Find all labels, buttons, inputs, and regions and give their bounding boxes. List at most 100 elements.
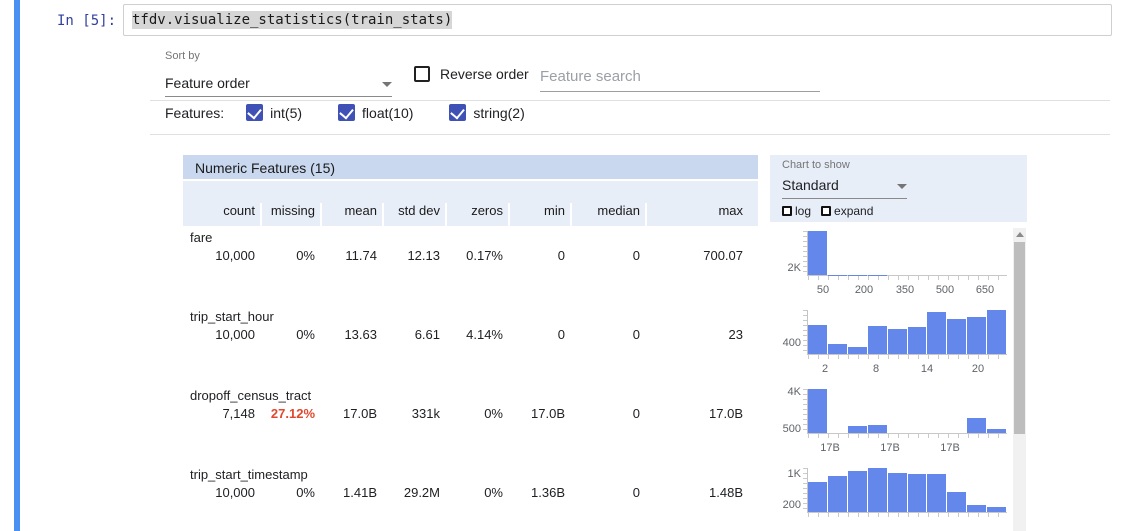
feature-name: trip_start_timestamp [190, 467, 308, 482]
stat-value: 0 [632, 248, 640, 263]
feature-type-checkbox[interactable]: string(2) [449, 104, 525, 121]
histogram-bar [867, 468, 887, 512]
feature-row: fare 10,000 0% 11.74 12.13 0.17% 0 0 700.07 [183, 226, 758, 305]
sort-by-select[interactable]: Feature order [165, 64, 392, 97]
stat-value: 0 [632, 406, 640, 421]
code-text-selected: tfdv.visualize_statistics(train_stats) [132, 11, 453, 29]
table-title: Numeric Features (15) [183, 155, 758, 181]
divider [150, 100, 1110, 101]
histogram-bars [808, 468, 1007, 512]
feature-values-row: 7,148 27.12% 17.0B 331k 0% 17.0B 0 17.0B [183, 406, 758, 421]
reverse-order-label: Reverse order [440, 66, 529, 82]
checkbox-checked-icon [338, 104, 356, 121]
stat-value: 700.07 [703, 248, 743, 263]
x-tick-label: 2 [821, 363, 829, 375]
code-cell-editor[interactable]: tfdv.visualize_statistics(train_stats) [123, 4, 1112, 36]
stat-value: 1.36B [531, 485, 565, 500]
reverse-order-checkbox[interactable]: Reverse order [414, 66, 529, 82]
feature-name: fare [190, 230, 213, 245]
stat-value: 331k [411, 406, 440, 421]
stat-value: 0 [557, 327, 565, 342]
x-tick-label: 500 [935, 284, 955, 296]
y-tick-label: 2K [787, 262, 801, 274]
feature-type-filter-row: Features: int(5) float(10) string(2) [165, 104, 561, 121]
column-header: mean [320, 203, 382, 226]
divider [150, 134, 1110, 135]
histogram-plot [803, 389, 1008, 438]
y-tick-label: 500 [782, 423, 801, 436]
histogram-bar [827, 476, 847, 512]
log-checkbox[interactable]: log [782, 204, 811, 218]
stat-value: 17.0B [531, 406, 565, 421]
feature-type-checkbox[interactable]: float(10) [338, 104, 413, 121]
histogram-bar [947, 319, 967, 354]
stat-value: 1.41B [343, 485, 377, 500]
histogram-bar [927, 473, 947, 512]
histogram-bar [827, 344, 847, 354]
selected-cell-indicator-bar [14, 0, 20, 531]
histogram-bar [987, 310, 1007, 354]
histogram-bar [847, 346, 867, 354]
chart-type-select[interactable]: Standard [782, 171, 907, 199]
histogram-plot [803, 310, 1008, 359]
feature-values-row: 10,000 0% 13.63 6.61 4.14% 0 0 23 [183, 327, 758, 342]
arrow-up-icon [1015, 232, 1024, 237]
stat-value: 13.63 [344, 327, 377, 342]
histogram-bar [887, 472, 907, 512]
chart-type-selected-value: Standard [782, 177, 839, 193]
histogram-bar [987, 429, 1007, 433]
feature-search-input[interactable] [540, 62, 820, 92]
histogram-trip_start_timestamp: 1K 200 [770, 465, 1010, 531]
histogram-bar [887, 329, 907, 354]
chart-to-show-label: Chart to show [782, 159, 850, 171]
scrollbar-thumb[interactable] [1014, 242, 1025, 434]
x-tick-label: 14 [920, 363, 934, 375]
x-tick-label: 17B [880, 442, 900, 454]
histogram-bar [867, 326, 887, 354]
histogram-fare: 2K 50 200 350 500 650 [770, 228, 1010, 307]
scroll-up-button[interactable] [1013, 228, 1026, 241]
histogram-bar [967, 316, 987, 354]
histogram-bar [847, 471, 867, 512]
stat-value: 0% [296, 327, 315, 342]
y-tick-label: 1K [787, 467, 801, 480]
stat-value: 27.12% [270, 406, 315, 421]
stat-value: 0 [557, 248, 565, 263]
feature-type-checkbox[interactable]: int(5) [246, 104, 302, 121]
histogram-bars [808, 231, 1007, 275]
stat-value: 23 [728, 327, 743, 342]
expand-checkbox[interactable]: expand [821, 204, 873, 218]
histogram-plot [803, 468, 1008, 517]
charts-scrollbar[interactable] [1013, 228, 1026, 531]
chevron-down-icon [382, 82, 392, 87]
histogram-bar [808, 231, 827, 275]
checkbox-unchecked-icon [414, 66, 430, 82]
feature-values-row: 10,000 0% 11.74 12.13 0.17% 0 0 700.07 [183, 248, 758, 263]
stat-value: 10,000 [215, 248, 255, 263]
feature-row: trip_start_hour 10,000 0% 13.63 6.61 4.14% 0 0 2… [183, 305, 758, 384]
chevron-down-icon [897, 184, 907, 189]
input-prompt: In [5]: [57, 13, 117, 29]
histogram-dropoff_census_tract: 4K 500 17B 17B 17B [770, 386, 1010, 465]
stat-value: 10,000 [215, 327, 255, 342]
checkbox-checked-icon [449, 104, 467, 121]
y-tick-label: 400 [782, 336, 801, 349]
histogram-column: 2K 50 200 350 500 650 400 2 8 14 20 4K 500 17B 17B 17B 1… [770, 228, 1010, 531]
sort-by-selected-value: Feature order [165, 75, 250, 91]
histogram-bar [907, 473, 927, 512]
stat-value: 29.2M [403, 485, 440, 500]
x-tick-label: 200 [854, 284, 874, 296]
chart-controls-panel: Chart to show Standard log expand [770, 155, 1027, 222]
feature-name: trip_start_hour [190, 309, 274, 324]
checkbox-unchecked-icon [782, 206, 792, 216]
stat-value: 0% [484, 485, 503, 500]
numeric-features-table: Numeric Features (15) count missing mean st… [183, 155, 758, 531]
histogram-bar [808, 325, 827, 354]
y-tick-label: 4K [787, 386, 801, 399]
histogram-bar [967, 418, 987, 433]
histogram-trip_start_hour: 400 2 8 14 20 [770, 307, 1010, 386]
column-header: count [223, 203, 255, 218]
stat-value: 10,000 [215, 485, 255, 500]
feature-name: dropoff_census_tract [190, 388, 312, 403]
